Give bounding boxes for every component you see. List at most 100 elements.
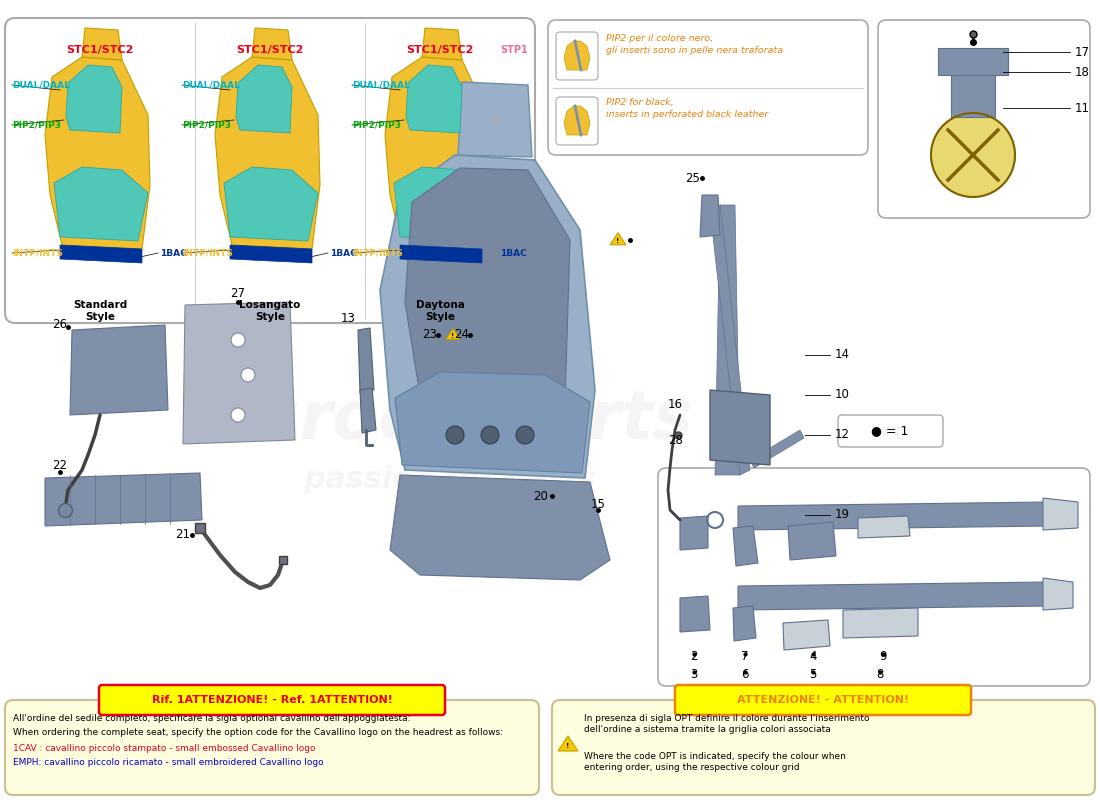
Text: eurocarparts: eurocarparts — [207, 387, 693, 453]
Polygon shape — [422, 28, 462, 60]
Text: !: ! — [451, 333, 454, 338]
Polygon shape — [610, 233, 626, 245]
Text: STP1: STP1 — [500, 45, 528, 55]
Text: passion for parts: passion for parts — [304, 466, 596, 494]
Text: PIP2 for black,
inserts in perforated black leather: PIP2 for black, inserts in perforated bl… — [606, 98, 768, 118]
Text: 18: 18 — [1075, 66, 1090, 78]
Text: 10: 10 — [835, 389, 850, 402]
Circle shape — [516, 426, 534, 444]
Text: 24: 24 — [454, 329, 470, 342]
Text: 26: 26 — [53, 318, 67, 331]
Polygon shape — [680, 516, 708, 550]
Text: INTP/INTS: INTP/INTS — [12, 249, 63, 258]
Polygon shape — [406, 65, 462, 133]
Text: 1BAC: 1BAC — [160, 249, 187, 258]
FancyBboxPatch shape — [6, 18, 535, 323]
FancyBboxPatch shape — [556, 32, 598, 80]
Text: 2: 2 — [691, 650, 697, 662]
Text: DUAL/DAAL: DUAL/DAAL — [12, 81, 70, 90]
Text: DUAL/DAAL: DUAL/DAAL — [352, 81, 410, 90]
Polygon shape — [710, 205, 750, 475]
Polygon shape — [54, 167, 148, 241]
Text: PIP2 per il colore nero,
gli inserti sono in pelle nera traforata: PIP2 per il colore nero, gli inserti son… — [606, 34, 783, 54]
Text: 12: 12 — [835, 429, 850, 442]
FancyBboxPatch shape — [548, 20, 868, 155]
Text: 14: 14 — [835, 349, 850, 362]
Text: EMPH: cavallino piccolo ricamato - small embroidered Cavallino logo: EMPH: cavallino piccolo ricamato - small… — [13, 758, 323, 767]
Polygon shape — [843, 608, 918, 638]
Polygon shape — [564, 106, 590, 135]
Circle shape — [231, 408, 245, 422]
Polygon shape — [394, 167, 488, 241]
Polygon shape — [360, 388, 376, 433]
Text: Daytona: Daytona — [416, 300, 464, 310]
Text: 6: 6 — [741, 667, 749, 681]
Circle shape — [241, 368, 255, 382]
FancyBboxPatch shape — [556, 97, 598, 145]
Polygon shape — [952, 50, 996, 117]
Polygon shape — [783, 620, 830, 650]
Polygon shape — [938, 48, 1008, 75]
FancyBboxPatch shape — [675, 685, 971, 715]
Text: 15: 15 — [591, 498, 605, 511]
Text: Where the code OPT is indicated, specify the colour when
entering order, using t: Where the code OPT is indicated, specify… — [584, 752, 846, 773]
Text: Style: Style — [425, 312, 455, 322]
Polygon shape — [230, 245, 312, 263]
Text: Losangato: Losangato — [240, 300, 300, 310]
FancyBboxPatch shape — [838, 415, 943, 447]
Text: When ordering the complete seat, specify the option code for the Cavallino logo : When ordering the complete seat, specify… — [13, 728, 503, 737]
Text: 16: 16 — [668, 398, 683, 411]
Polygon shape — [379, 155, 595, 478]
Polygon shape — [858, 516, 910, 538]
Polygon shape — [70, 325, 168, 415]
Circle shape — [931, 113, 1015, 197]
Text: Style: Style — [85, 312, 116, 322]
Text: 1CAV : cavallino piccolo stampato - small embossed Cavallino logo: 1CAV : cavallino piccolo stampato - smal… — [13, 744, 316, 753]
Circle shape — [481, 426, 499, 444]
Polygon shape — [252, 28, 292, 60]
Text: INTP/INTS: INTP/INTS — [352, 249, 403, 258]
Polygon shape — [224, 167, 318, 241]
Text: 17: 17 — [1075, 46, 1090, 58]
Polygon shape — [385, 57, 490, 249]
Text: All'ordine del sedile completo, specificare la sigla optional cavallino dell'app: All'ordine del sedile completo, specific… — [13, 714, 410, 723]
Polygon shape — [45, 473, 202, 526]
Polygon shape — [60, 245, 142, 263]
Text: 28: 28 — [668, 434, 683, 446]
Text: Rif. 1ATTENZIONE! - Ref. 1ATTENTION!: Rif. 1ATTENZIONE! - Ref. 1ATTENTION! — [152, 695, 393, 705]
Text: Standard: Standard — [73, 300, 128, 310]
Text: STC1/STC2: STC1/STC2 — [236, 45, 304, 55]
Polygon shape — [446, 329, 460, 339]
Polygon shape — [733, 606, 756, 641]
Polygon shape — [66, 65, 122, 133]
Text: DUAL/DAAL: DUAL/DAAL — [182, 81, 240, 90]
Text: 25: 25 — [685, 171, 700, 185]
Polygon shape — [236, 65, 292, 133]
Text: PIP2/PIP3: PIP2/PIP3 — [12, 121, 60, 130]
Polygon shape — [400, 245, 482, 263]
Polygon shape — [390, 475, 611, 580]
Text: ● = 1: ● = 1 — [871, 425, 909, 438]
Text: ATTENZIONE! - ATTENTION!: ATTENZIONE! - ATTENTION! — [737, 695, 909, 705]
Polygon shape — [680, 596, 710, 632]
Text: !: ! — [566, 743, 570, 749]
Polygon shape — [564, 41, 590, 70]
Text: 22: 22 — [52, 459, 67, 472]
Text: 5: 5 — [810, 667, 816, 681]
Text: PIP2/PIP3: PIP2/PIP3 — [352, 121, 402, 130]
Polygon shape — [738, 502, 1048, 530]
Text: !: ! — [616, 238, 619, 244]
Circle shape — [231, 333, 245, 347]
FancyBboxPatch shape — [6, 700, 539, 795]
Polygon shape — [750, 430, 804, 468]
Polygon shape — [700, 195, 720, 237]
Text: PIP2/PIP3: PIP2/PIP3 — [182, 121, 231, 130]
Text: 8: 8 — [877, 667, 883, 681]
Polygon shape — [458, 82, 532, 157]
Text: Style: Style — [255, 312, 285, 322]
Polygon shape — [788, 522, 836, 560]
Text: 9: 9 — [879, 650, 887, 662]
FancyBboxPatch shape — [99, 685, 446, 715]
Polygon shape — [738, 582, 1048, 610]
Polygon shape — [405, 168, 570, 402]
